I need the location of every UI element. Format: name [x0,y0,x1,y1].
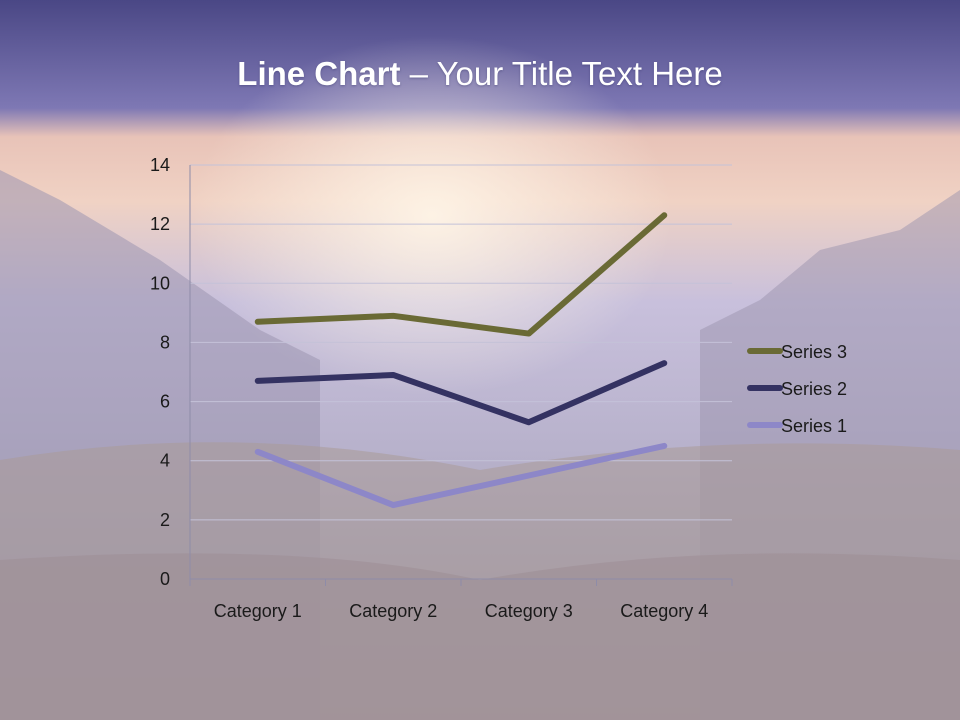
y-tick-label: 8 [160,332,170,352]
title-bar: Line Chart – Your Title Text Here [0,0,960,150]
series-line-1 [254,442,668,509]
y-tick-label: 0 [160,569,170,589]
legend-label-series-1: Series 1 [781,416,847,436]
x-tick-label: Category 2 [349,601,437,621]
x-tick-label: Category 1 [214,601,302,621]
gridlines [190,164,732,521]
series-line-2 [254,360,668,426]
legend: Series 3 Series 2 Series 1 [747,342,847,436]
y-tick-label: 4 [160,451,170,471]
legend-label-series-3: Series 3 [781,342,847,362]
series-lines [254,212,668,509]
y-tick-label: 6 [160,392,170,412]
y-tick-label: 12 [150,214,170,234]
x-tick-label: Category 3 [485,601,573,621]
slide-title: Line Chart – Your Title Text Here [237,55,722,93]
series-line-3 [254,212,668,337]
slide-title-rest: – Your Title Text Here [400,55,723,92]
x-tick-label: Category 4 [620,601,708,621]
y-tick-label: 2 [160,510,170,530]
legend-label-series-2: Series 2 [781,379,847,399]
y-tick-label: 14 [150,155,170,175]
slide-title-bold: Line Chart [237,55,401,92]
axes: 0 2 4 6 8 10 12 14 Category 1 Category 2 Category … [150,155,733,621]
y-tick-label: 10 [150,273,170,293]
